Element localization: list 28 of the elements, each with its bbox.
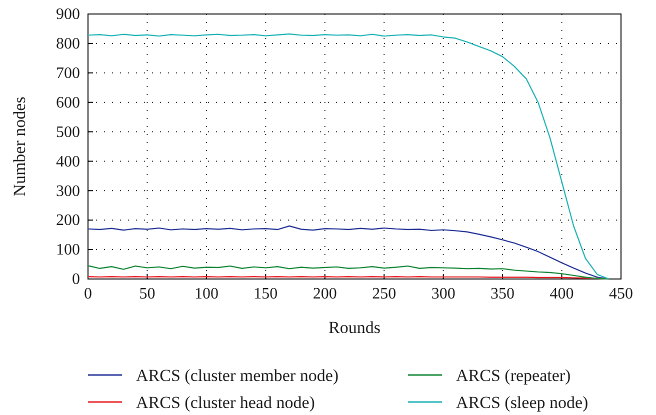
legend-label: ARCS (repeater)	[456, 366, 571, 385]
x-tick-label: 350	[490, 285, 515, 302]
y-tick-label: 900	[56, 6, 80, 24]
line-series	[87, 33, 610, 280]
x-tick-label: 300	[431, 285, 456, 302]
x-tick-label: 150	[254, 285, 278, 302]
y-axis-title: Number nodes	[10, 96, 29, 196]
x-tick-label: 100	[194, 285, 218, 302]
legend-label: ARCS (sleep node)	[456, 393, 588, 412]
x-tick-label: 50	[139, 285, 156, 302]
x-tick-label: 200	[312, 285, 337, 302]
x-tick-label: 450	[609, 285, 633, 302]
x-tick-label: 0	[84, 285, 92, 302]
y-tick-label: 500	[56, 124, 80, 141]
y-tick-label: 300	[56, 182, 80, 200]
y-tick-label: 400	[56, 153, 80, 170]
y-tick-label: 200	[56, 212, 80, 230]
legend-label: ARCS (cluster member node)	[136, 366, 339, 385]
x-axis-title: Rounds	[328, 318, 380, 337]
legend-label: ARCS (cluster head node)	[136, 393, 315, 412]
line-series	[87, 265, 610, 280]
y-tick-label: 700	[56, 65, 80, 82]
y-tick-label: 800	[56, 36, 80, 53]
x-tick-label: 400	[550, 285, 574, 302]
x-tick-label: 250	[372, 285, 396, 302]
y-tick-label: 600	[56, 94, 80, 112]
y-tick-label: 100	[56, 242, 80, 259]
y-tick-label: 0	[72, 271, 80, 288]
